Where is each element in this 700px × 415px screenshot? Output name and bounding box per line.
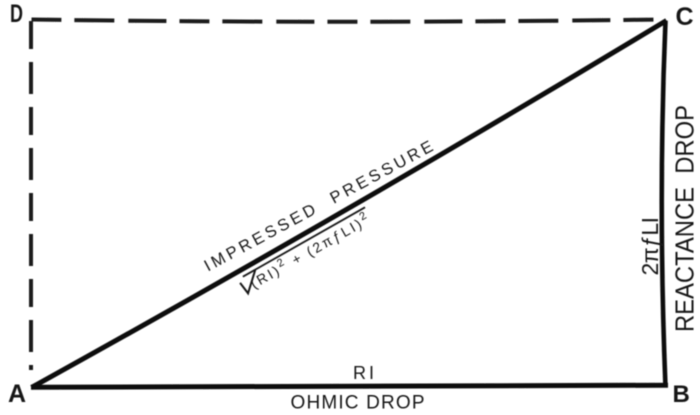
svg-text:OHMIC DROP: OHMIC DROP	[291, 393, 425, 414]
svg-text:C: C	[676, 3, 694, 31]
svg-text:REACTANCE DROP: REACTANCE DROP	[672, 105, 700, 332]
svg-text:RI: RI	[353, 363, 377, 383]
svg-text:D: D	[10, 0, 23, 28]
svg-text:A: A	[8, 380, 26, 408]
svg-text:2πƒLI: 2πƒLI	[637, 217, 663, 276]
svg-text:B: B	[673, 381, 690, 408]
